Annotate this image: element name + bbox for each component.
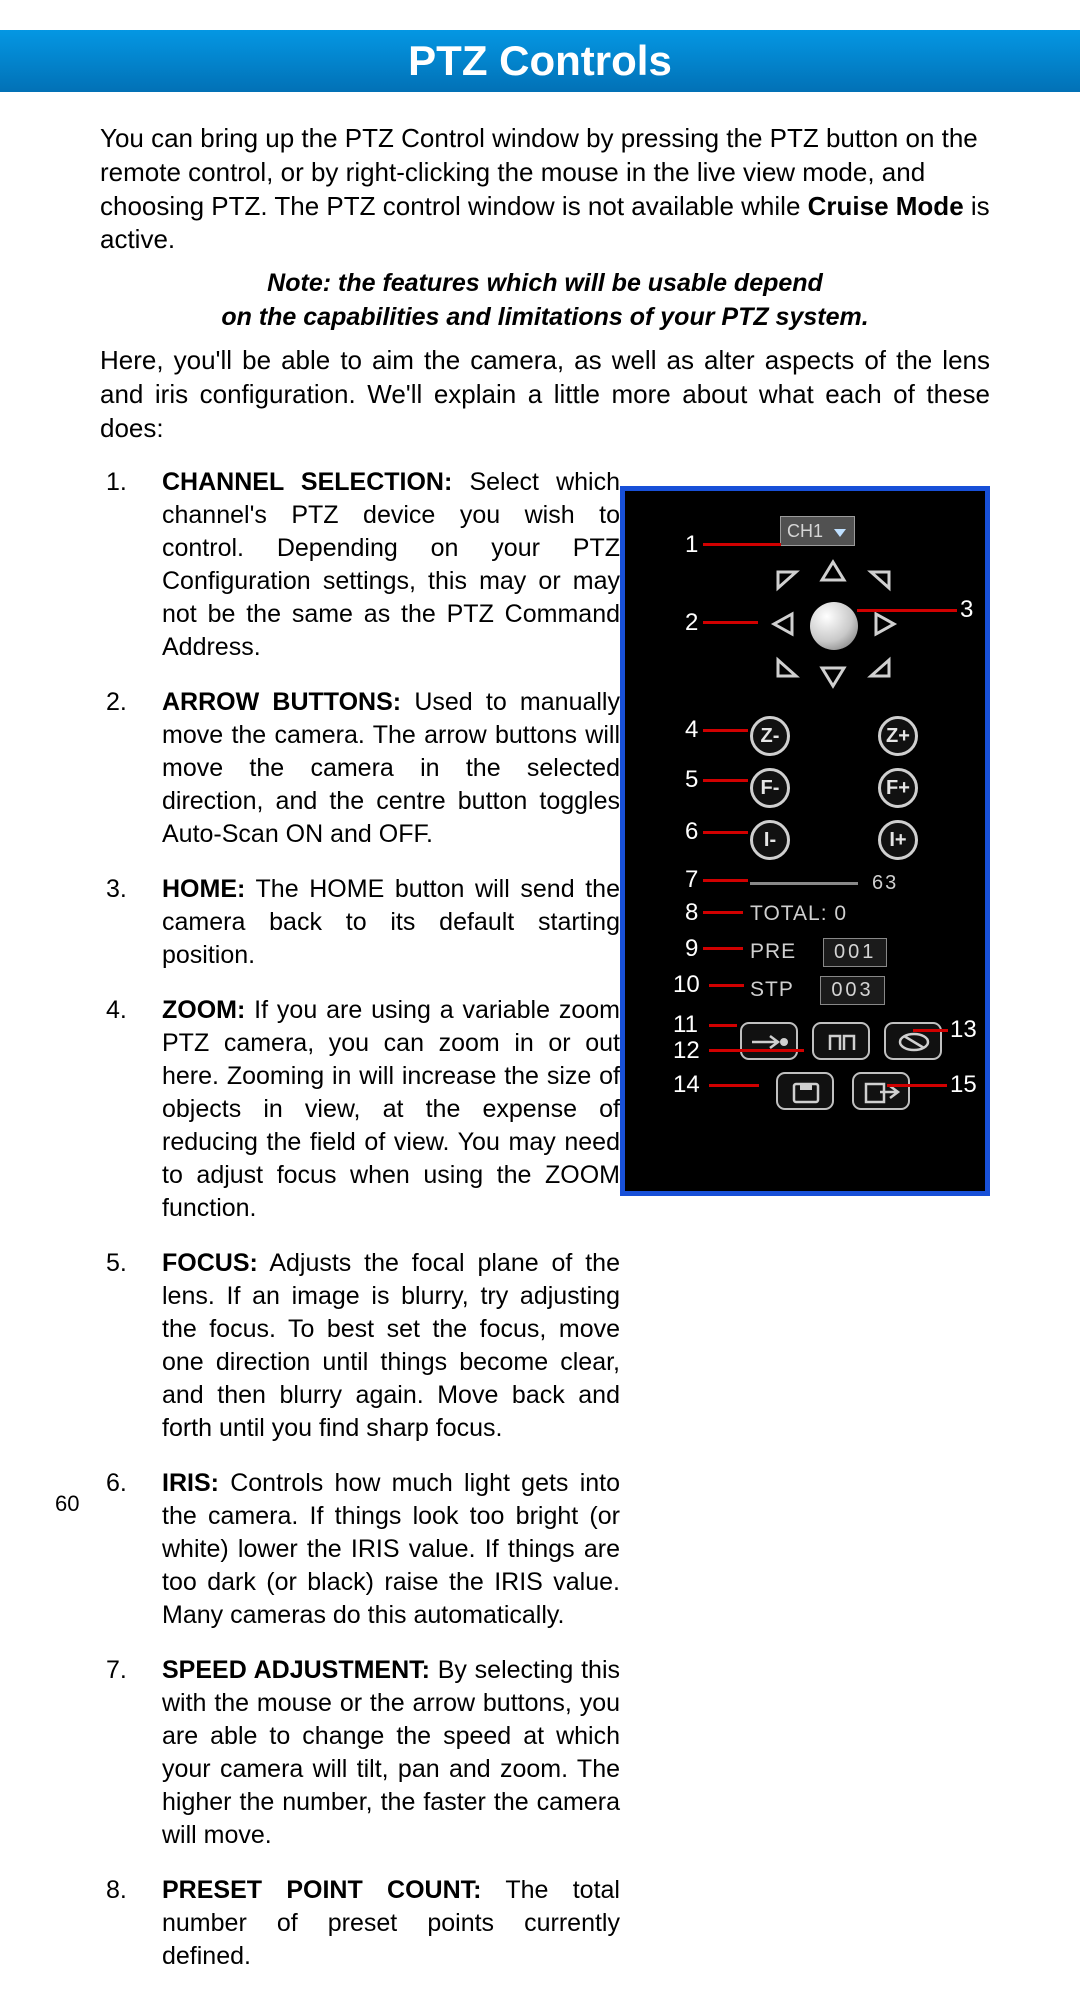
arrow-downleft-icon[interactable]: [772, 654, 802, 682]
feature-item-4: ZOOM: If you are using a variable zoom P…: [100, 994, 620, 1225]
preset-total-label: TOTAL: 0: [750, 902, 847, 926]
callout-line-icon: [703, 543, 781, 546]
intro-paragraph: You can bring up the PTZ Control window …: [100, 122, 990, 257]
page-title: PTZ Controls: [408, 37, 672, 84]
page-header: PTZ Controls: [0, 30, 1080, 92]
feature-list: CHANNEL SELECTION: Select which channel'…: [100, 466, 620, 1973]
focus-out-button[interactable]: F-: [750, 768, 790, 808]
feature-item-5: FOCUS: Adjusts the focal plane of the le…: [100, 1247, 620, 1445]
iris-open-button[interactable]: I+: [878, 820, 918, 860]
callout-13: 13: [950, 1016, 977, 1044]
page-number: 60: [55, 1491, 79, 1517]
callout-8: 8: [685, 899, 698, 927]
callout-line-icon: [703, 729, 748, 732]
stp-label: STP: [750, 978, 793, 1001]
arrow-upleft-icon[interactable]: [772, 566, 802, 594]
callout-12: 12: [673, 1037, 700, 1065]
callout-11: 11: [673, 1011, 698, 1039]
zoom-in-button[interactable]: Z+: [878, 716, 918, 756]
callout-line-icon: [703, 947, 743, 950]
direction-pad: [750, 558, 920, 698]
callout-line-icon: [703, 779, 748, 782]
speed-value: 63: [872, 872, 898, 895]
home-autoscan-button[interactable]: [810, 602, 858, 650]
callout-line-icon: [709, 984, 744, 987]
callout-3: 3: [960, 596, 973, 624]
exit-button[interactable]: [852, 1072, 910, 1110]
feature-title: IRIS:: [162, 1469, 219, 1497]
delete-preset-button[interactable]: [884, 1022, 942, 1060]
callout-line-icon: [709, 1024, 737, 1027]
arrow-down-icon[interactable]: [818, 662, 848, 690]
feature-body: Adjusts the focal plane of the lens. If …: [162, 1249, 620, 1442]
feature-item-2: ARROW BUTTONS: Used to manually move the…: [100, 686, 620, 851]
ptz-panel-figure: CH1 Z- Z+: [620, 486, 990, 1196]
callout-line-icon: [913, 1029, 948, 1032]
callout-line-icon: [709, 1049, 804, 1052]
callout-line-icon: [857, 609, 957, 612]
feature-item-6: IRIS: Controls how much light gets into …: [100, 1467, 620, 1632]
arrow-upright-icon[interactable]: [865, 566, 895, 594]
callout-line-icon: [887, 1084, 947, 1087]
zoom-out-button[interactable]: Z-: [750, 716, 790, 756]
pre-value[interactable]: 001: [823, 938, 887, 967]
arrow-up-icon[interactable]: [818, 558, 848, 586]
callout-line-icon: [703, 911, 743, 914]
callout-4: 4: [685, 716, 698, 744]
pre-label: PRE: [750, 940, 796, 963]
tour-button[interactable]: [812, 1022, 870, 1060]
feature-item-8: PRESET POINT COUNT: The total number of …: [100, 1874, 620, 1973]
feature-item-3: HOME: The HOME button will send the came…: [100, 873, 620, 972]
callout-line-icon: [703, 831, 748, 834]
iris-close-button[interactable]: I-: [750, 820, 790, 860]
arrow-right-icon[interactable]: [870, 610, 900, 638]
callout-2: 2: [685, 609, 698, 637]
callout-line-icon: [703, 879, 748, 882]
callout-5: 5: [685, 766, 698, 794]
focus-in-button[interactable]: F+: [878, 768, 918, 808]
arrow-left-icon[interactable]: [768, 610, 798, 638]
feature-body: Select which channel's PTZ device you wi…: [162, 468, 620, 661]
feature-body: Controls how much light gets into the ca…: [162, 1469, 620, 1629]
feature-item-7: SPEED ADJUSTMENT: By selecting this with…: [100, 1654, 620, 1852]
feature-body: By selecting this with the mouse or the …: [162, 1656, 620, 1849]
callout-6: 6: [685, 818, 698, 846]
feature-title: PRESET POINT COUNT:: [162, 1876, 481, 1904]
callout-1: 1: [685, 531, 698, 559]
channel-value: CH1: [787, 521, 823, 541]
sub-intro: Here, you'll be able to aim the camera, …: [100, 343, 990, 446]
speed-slider[interactable]: 63: [750, 868, 920, 898]
intro-bold: Cruise Mode: [808, 191, 964, 221]
speed-track-icon: [750, 882, 858, 885]
feature-title: FOCUS:: [162, 1249, 258, 1277]
callout-10: 10: [673, 971, 700, 999]
note-line1: Note: the features which will be usable …: [267, 269, 823, 297]
callout-15: 15: [950, 1071, 977, 1099]
callout-line-icon: [703, 621, 758, 624]
save-preset-button[interactable]: [776, 1072, 834, 1110]
stp-value[interactable]: 003: [820, 976, 884, 1005]
pre-row: PRE 001: [750, 938, 887, 967]
arrow-downright-icon[interactable]: [865, 654, 895, 682]
feature-item-1: CHANNEL SELECTION: Select which channel'…: [100, 466, 620, 664]
callout-9: 9: [685, 935, 698, 963]
channel-select[interactable]: CH1: [780, 516, 855, 546]
feature-title: SPEED ADJUSTMENT:: [162, 1656, 430, 1684]
callout-7: 7: [685, 866, 698, 894]
callout-line-icon: [709, 1084, 759, 1087]
note-paragraph: Note: the features which will be usable …: [100, 267, 990, 335]
note-line2: on the capabilities and limitations of y…: [221, 303, 868, 331]
feature-body: If you are using a variable zoom PTZ cam…: [162, 996, 620, 1222]
feature-title: CHANNEL SELECTION:: [162, 468, 452, 496]
callout-14: 14: [673, 1071, 700, 1099]
feature-title: HOME:: [162, 875, 245, 903]
stp-row: STP 003: [750, 976, 885, 1005]
feature-title: ARROW BUTTONS:: [162, 688, 401, 716]
feature-title: ZOOM:: [162, 996, 245, 1024]
goto-preset-button[interactable]: [740, 1022, 798, 1060]
